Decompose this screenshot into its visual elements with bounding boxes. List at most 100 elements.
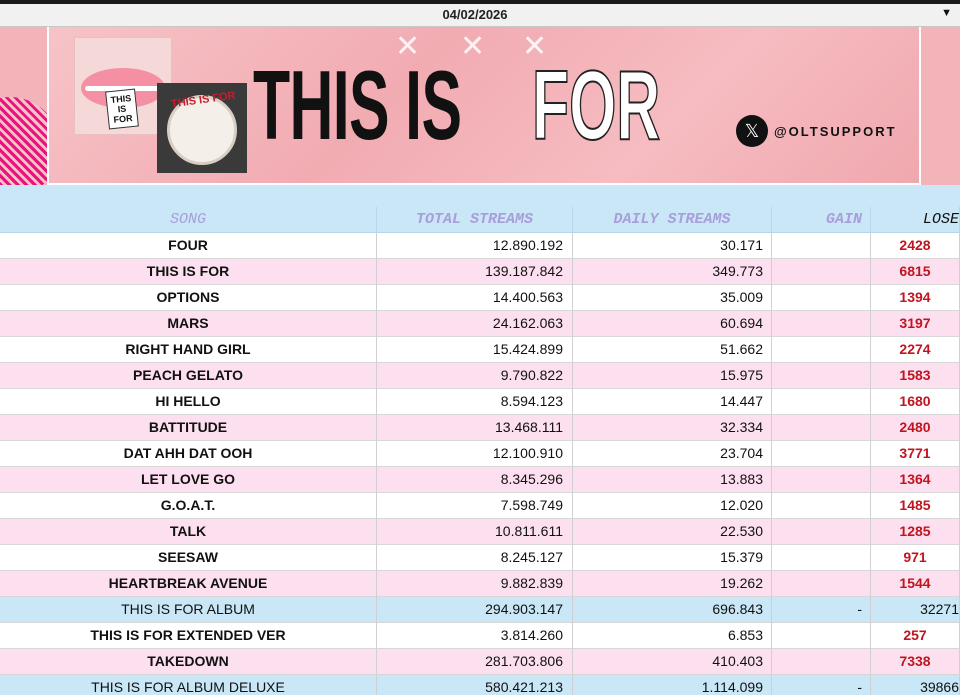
total-streams-cell: 580.421.213 bbox=[377, 675, 573, 695]
table-row: THIS IS FOR EXTENDED VER 3.814.260 6.853 25… bbox=[0, 623, 960, 649]
song-cell: BATTITUDE bbox=[0, 415, 377, 441]
total-streams-cell: 8.345.296 bbox=[377, 467, 573, 493]
lips-photo: THIS IS FOR bbox=[74, 37, 172, 135]
table-row: HI HELLO 8.594.123 14.447 1680 bbox=[0, 389, 960, 415]
gain-cell bbox=[772, 415, 871, 441]
song-cell: HI HELLO bbox=[0, 389, 377, 415]
daily-streams-cell: 60.694 bbox=[573, 311, 772, 337]
gain-cell bbox=[772, 363, 871, 389]
gain-cell bbox=[772, 519, 871, 545]
daily-streams-cell: 15.975 bbox=[573, 363, 772, 389]
sparkle-icon: ✕ bbox=[460, 30, 486, 63]
total-streams-cell: 7.598.749 bbox=[377, 493, 573, 519]
sparkle-icon: ✕ bbox=[522, 30, 548, 63]
daily-streams-cell: 15.379 bbox=[573, 545, 772, 571]
lose-cell: 1583 bbox=[871, 363, 960, 389]
header-banner: THIS IS FOR THIS IS FOR ✕ ✕ ✕ THIS IS FO… bbox=[0, 27, 960, 185]
table-row: TALK 10.811.611 22.530 1285 bbox=[0, 519, 960, 545]
table-row: FOUR 12.890.192 30.171 2428 bbox=[0, 233, 960, 259]
total-streams-cell: 8.594.123 bbox=[377, 389, 573, 415]
total-streams-cell: 24.162.063 bbox=[377, 311, 573, 337]
total-streams-cell: 10.811.611 bbox=[377, 519, 573, 545]
banner-title-black: THIS IS bbox=[253, 50, 462, 160]
table-row: THIS IS FOR ALBUM 294.903.147 696.843-3227… bbox=[0, 597, 960, 623]
daily-streams-cell: 35.009 bbox=[573, 285, 772, 311]
gain-cell bbox=[772, 571, 871, 597]
header-total-streams: TOTAL STREAMS bbox=[377, 207, 573, 233]
gain-cell bbox=[772, 311, 871, 337]
daily-streams-cell: 6.853 bbox=[573, 623, 772, 649]
song-cell: G.O.A.T. bbox=[0, 493, 377, 519]
cake-photo: THIS IS FOR bbox=[157, 83, 247, 173]
daily-streams-cell: 12.020 bbox=[573, 493, 772, 519]
song-cell: THIS IS FOR ALBUM DELUXE bbox=[0, 675, 377, 695]
gain-cell bbox=[772, 467, 871, 493]
total-streams-cell: 9.790.822 bbox=[377, 363, 573, 389]
gain-cell: - bbox=[772, 675, 871, 695]
total-streams-cell: 12.890.192 bbox=[377, 233, 573, 259]
song-cell: TALK bbox=[0, 519, 377, 545]
cake-shape bbox=[167, 95, 237, 165]
daily-streams-cell: 22.530 bbox=[573, 519, 772, 545]
gain-cell bbox=[772, 649, 871, 675]
lose-cell: 257 bbox=[871, 623, 960, 649]
sparkle-icon: ✕ bbox=[395, 30, 421, 63]
total-streams-cell: 139.187.842 bbox=[377, 259, 573, 285]
total-streams-cell: 15.424.899 bbox=[377, 337, 573, 363]
daily-streams-cell: 410.403 bbox=[573, 649, 772, 675]
dropdown-caret-icon[interactable]: ▼ bbox=[941, 7, 952, 19]
banner-title-white: FOR bbox=[531, 49, 661, 161]
gain-cell bbox=[772, 233, 871, 259]
photo-tag-text: THIS IS FOR bbox=[105, 88, 139, 130]
lose-cell: 1394 bbox=[871, 285, 960, 311]
table-row: LET LOVE GO 8.345.296 13.883 1364 bbox=[0, 467, 960, 493]
song-cell: PEACH GELATO bbox=[0, 363, 377, 389]
table-header-row: SONG TOTAL STREAMS DAILY STREAMS GAIN LO… bbox=[0, 207, 960, 233]
song-cell: THIS IS FOR EXTENDED VER bbox=[0, 623, 377, 649]
gain-cell bbox=[772, 493, 871, 519]
table-row: OPTIONS 14.400.563 35.009 1394 bbox=[0, 285, 960, 311]
lose-cell: 3197 bbox=[871, 311, 960, 337]
lose-cell: 2428 bbox=[871, 233, 960, 259]
header-gain: GAIN bbox=[772, 207, 871, 233]
social-handle: @OLTSUPPORT bbox=[774, 124, 897, 139]
lose-cell: 3771 bbox=[871, 441, 960, 467]
gain-cell bbox=[772, 259, 871, 285]
header-song: SONG bbox=[0, 207, 377, 233]
table-row: DAT AHH DAT OOH 12.100.910 23.704 3771 bbox=[0, 441, 960, 467]
daily-streams-cell: 13.883 bbox=[573, 467, 772, 493]
lose-cell: 39866 bbox=[871, 675, 960, 695]
total-streams-cell: 281.703.806 bbox=[377, 649, 573, 675]
lose-cell: 1485 bbox=[871, 493, 960, 519]
teeth-shape bbox=[85, 86, 161, 91]
table-row: TAKEDOWN 281.703.806 410.403 7338 bbox=[0, 649, 960, 675]
lose-cell: 2480 bbox=[871, 415, 960, 441]
lose-cell: 7338 bbox=[871, 649, 960, 675]
total-streams-cell: 14.400.563 bbox=[377, 285, 573, 311]
song-cell: SEESAW bbox=[0, 545, 377, 571]
lose-cell: 2274 bbox=[871, 337, 960, 363]
gain-cell: - bbox=[772, 597, 871, 623]
gain-cell bbox=[772, 337, 871, 363]
daily-streams-cell: 23.704 bbox=[573, 441, 772, 467]
song-cell: DAT AHH DAT OOH bbox=[0, 441, 377, 467]
song-cell: RIGHT HAND GIRL bbox=[0, 337, 377, 363]
table-row: THIS IS FOR ALBUM DELUXE 580.421.213 1.114… bbox=[0, 675, 960, 695]
lose-cell: 1285 bbox=[871, 519, 960, 545]
table-row: THIS IS FOR 139.187.842 349.773 6815 bbox=[0, 259, 960, 285]
song-cell: HEARTBREAK AVENUE bbox=[0, 571, 377, 597]
daily-streams-cell: 30.171 bbox=[573, 233, 772, 259]
table-row: BATTITUDE 13.468.111 32.334 2480 bbox=[0, 415, 960, 441]
lose-cell: 971 bbox=[871, 545, 960, 571]
daily-streams-cell: 32.334 bbox=[573, 415, 772, 441]
lose-cell: 6815 bbox=[871, 259, 960, 285]
total-streams-cell: 294.903.147 bbox=[377, 597, 573, 623]
daily-streams-cell: 51.662 bbox=[573, 337, 772, 363]
song-cell: OPTIONS bbox=[0, 285, 377, 311]
date-filter-bar[interactable]: 04/02/2026 ▼ bbox=[0, 4, 960, 27]
song-cell: MARS bbox=[0, 311, 377, 337]
daily-streams-cell: 1.114.099 bbox=[573, 675, 772, 695]
gain-cell bbox=[772, 285, 871, 311]
total-streams-cell: 9.882.839 bbox=[377, 571, 573, 597]
total-streams-cell: 13.468.111 bbox=[377, 415, 573, 441]
